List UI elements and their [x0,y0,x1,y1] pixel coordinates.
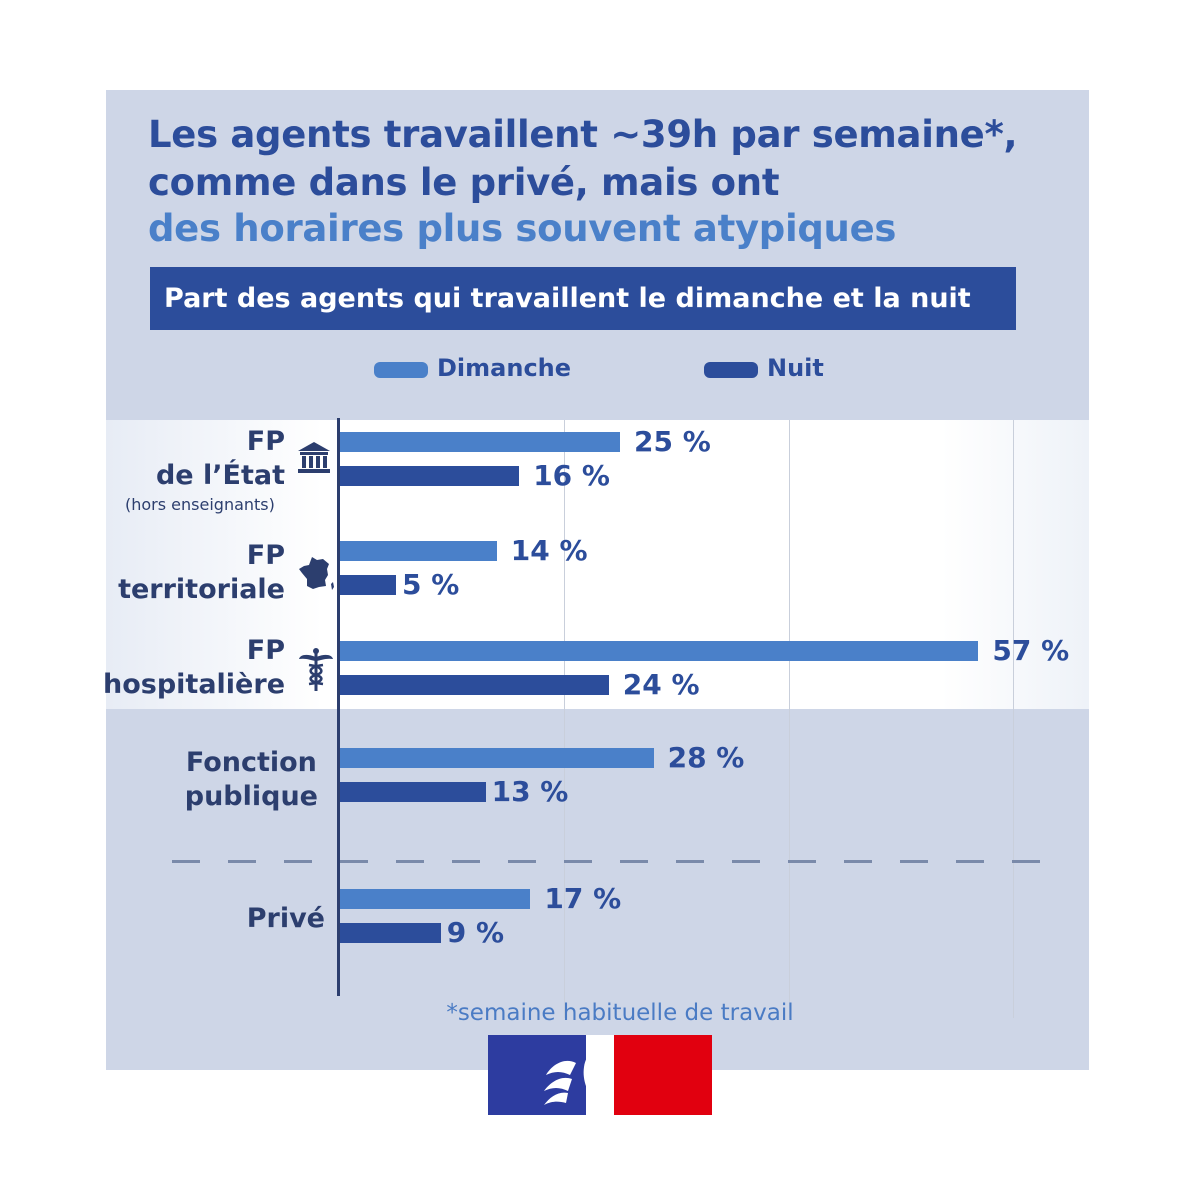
category-label-fp-territoriale: FP territoriale [118,539,285,607]
category-label-fp-hospitaliere: FP hospitalière [103,634,285,702]
value-label-night-2: 24 % [622,668,700,701]
category-label-fp-etat: FP de l’État [156,425,285,493]
value-label-night-3: 13 % [491,775,569,808]
category-label-line: hospitalière [103,669,285,700]
value-label-night-1: 5 % [402,568,460,601]
y-axis-line [337,418,340,996]
value-label-sun-2: 57 % [992,634,1070,667]
legend-swatch-night [704,362,758,378]
caduceus-icon [299,648,333,691]
category-label-line: Fonction [185,747,317,778]
category-label-prive: Privé [247,902,325,936]
footnote: *semaine habituelle de travail [446,1000,794,1026]
private-separator [172,860,1066,863]
value-label-sun-1: 14 % [510,534,588,567]
category-label-fonction-publique: Fonction publique [185,746,318,814]
category-label-line: FP [246,635,285,666]
category-label-line: FP [246,540,285,571]
title-line-2: comme dans le privé, mais ont [148,161,780,204]
gridline [789,420,790,1018]
bar-sun-4 [340,889,531,909]
value-label-night-4: 9 % [446,916,505,949]
title-line-3: des horaires plus souvent atypiques [148,207,897,250]
category-label-line: de l’État [155,460,285,491]
gridline [1013,420,1014,1018]
gridline [564,420,565,1018]
category-note-fp-etat: (hors enseignants) [125,495,275,514]
france-map-icon [299,557,334,590]
category-label-line: territoriale [118,574,285,605]
category-label-line: FP [246,426,285,457]
category-label-line: Privé [246,903,325,934]
value-label-sun-0: 25 % [634,425,711,458]
value-label-sun-3: 28 % [667,741,745,774]
bar-sun-2 [340,641,979,661]
marianne-logo [488,1035,712,1115]
bar-sun-3 [340,748,654,768]
bar-sun-0 [340,432,620,452]
building-icon [298,442,330,473]
legend-label-night: Nuit [767,354,824,382]
bar-sun-1 [340,541,497,561]
value-label-sun-4: 17 % [544,882,622,915]
bar-night-3 [340,782,486,802]
legend-label-sunday: Dimanche [437,354,572,382]
bar-night-0 [340,466,520,486]
bar-night-2 [340,675,609,695]
bar-night-4 [340,923,441,943]
legend-swatch-sunday [374,362,428,378]
bar-night-1 [340,575,396,595]
title-line-1: Les agents travaillent ~39h par semaine*… [148,113,1018,156]
category-label-line: publique [184,781,318,812]
value-label-night-0: 16 % [533,459,610,492]
chart-subtitle: Part des agents qui travaillent le diman… [150,267,1016,330]
